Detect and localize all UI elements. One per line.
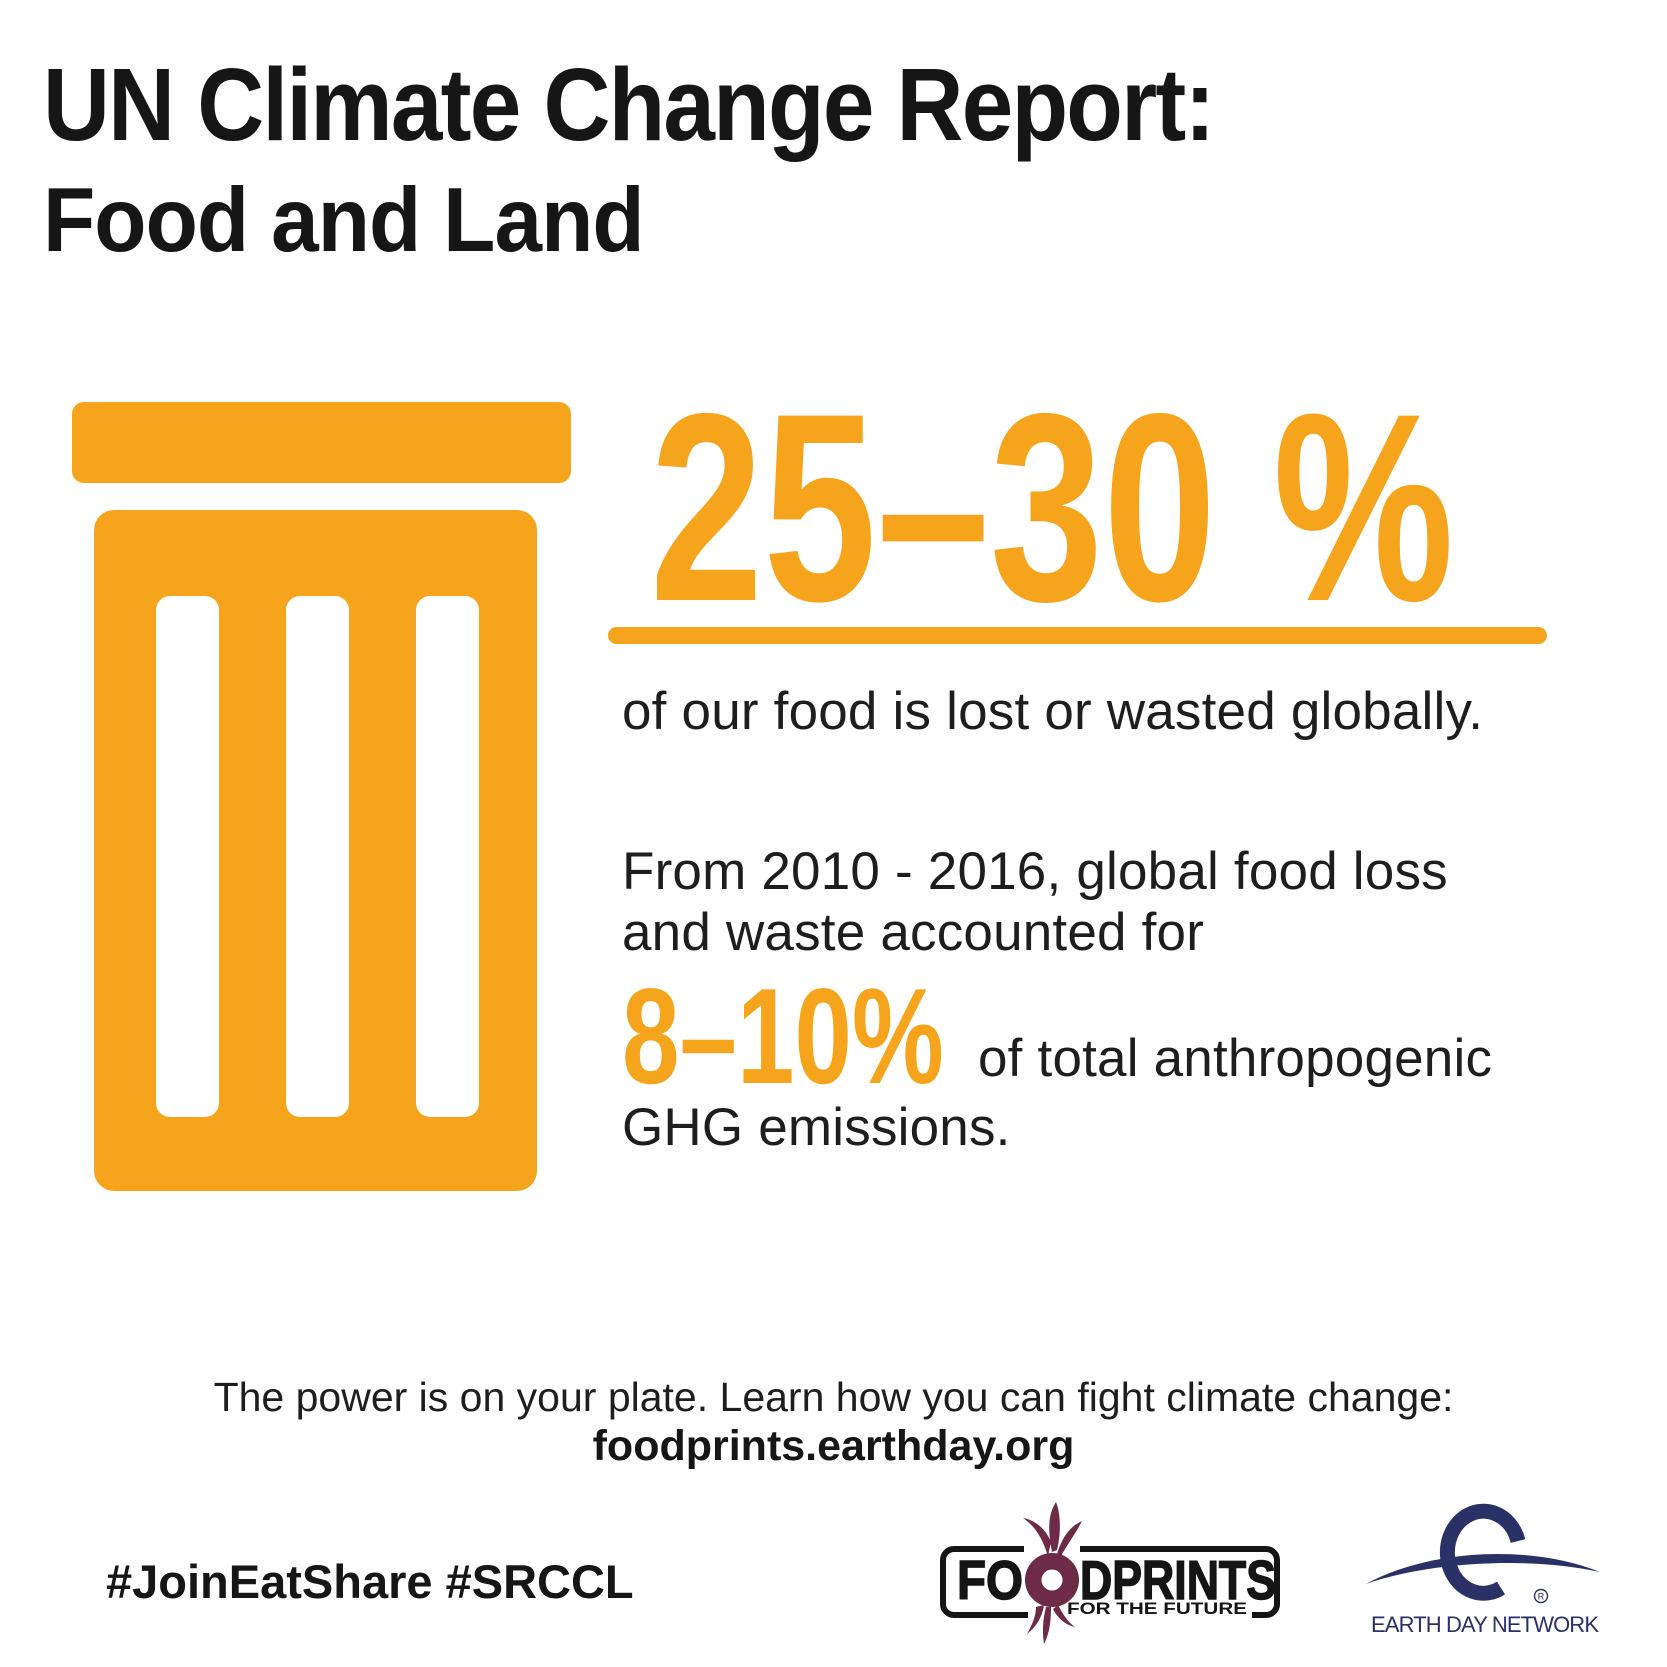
trash-slat [286, 596, 349, 1117]
paragraph-line-3: GHG emissions. [622, 1098, 1011, 1157]
beet-icon [1023, 1502, 1082, 1644]
stat-value-secondary: 8–10% [622, 960, 944, 1112]
paragraph-line-1: From 2010 - 2016, global food loss [622, 842, 1448, 901]
registered-mark-circle [1533, 1588, 1549, 1604]
trash-slat [416, 596, 479, 1117]
paragraph-intro: From 2010 - 2016, global food loss and w… [622, 841, 1448, 963]
stat-secondary-suffix: of total anthropogenic [978, 1029, 1493, 1088]
trash-lid [72, 402, 571, 483]
stat-underline [608, 627, 1547, 644]
foodprints-wordmark-fo: FO [957, 1549, 1023, 1611]
foodprints-tagline: FOR THE FUTURE [1067, 1599, 1247, 1618]
registered-mark: R [1538, 1592, 1545, 1602]
foodprints-wordmark-dprints: DPRINTS [1080, 1549, 1276, 1611]
earth-e-icon [1366, 1503, 1600, 1601]
foodprints-logo: FO DPRINTS FOR THE FUTURE [940, 1502, 1280, 1644]
hashtags: #JoinEatShare #SRCCL [106, 1555, 634, 1608]
page-subtitle: Food and Land [43, 170, 645, 271]
stat-value-main: 25–30 % [650, 357, 1455, 657]
stat-description: of our food is lost or wasted globally. [622, 682, 1484, 741]
footer-cta: The power is on your plate. Learn how yo… [213, 1374, 1454, 1420]
page-title: UN Climate Change Report: [43, 47, 1215, 162]
paragraph-line-2: and waste accounted for [622, 903, 1205, 962]
footer-url: foodprints.earthday.org [592, 1422, 1075, 1470]
earth-day-wordmark: EARTH DAY NETWORK [1371, 1612, 1599, 1637]
trash-slat [156, 596, 219, 1117]
earth-day-network-logo: R EARTH DAY NETWORK [1366, 1503, 1600, 1637]
